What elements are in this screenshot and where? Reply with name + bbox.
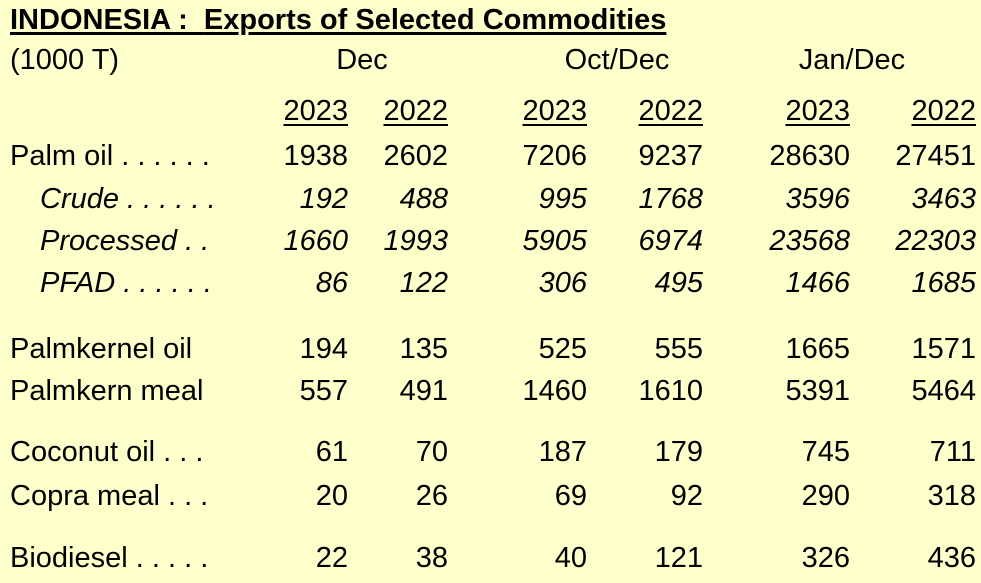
row-label: Coconut oil . . . [10,436,204,468]
cell-value: 61 [315,436,348,468]
row-label: Crude . . . . . . [40,183,216,215]
row-label: Copra meal . . . [10,480,209,512]
row-label: Palmkern meal [10,375,204,407]
cell-value: 179 [654,436,703,468]
cell-value: 22 [315,542,348,574]
cell-value: 194 [299,333,348,365]
cell-value: 187 [538,436,587,468]
table-row-palmkern-meal: Palmkern meal 557 491 1460 1610 5391 546… [0,371,981,411]
cell-value: 28630 [769,140,850,172]
row-label: Palmkernel oil [10,333,193,365]
cell-value: 1768 [638,183,703,215]
cell-value: 326 [801,542,850,574]
year-header-jandec-2023: 2023 [785,95,850,127]
cell-value: 1660 [283,225,348,257]
period-header-oct-dec: Oct/Dec [564,44,670,76]
cell-value: 495 [654,267,703,299]
period-header-dec: Dec [336,44,388,76]
year-header-octdec-2023: 2023 [522,95,587,127]
cell-value: 491 [399,375,448,407]
cell-value: 745 [801,436,850,468]
cell-value: 555 [654,333,703,365]
cell-value: 9237 [638,140,703,172]
cell-value: 70 [415,436,448,468]
title-separator: : [170,4,204,36]
cell-value: 38 [415,542,448,574]
year-header-octdec-2022: 2022 [638,95,703,127]
table-row-palm-oil: Palm oil . . . . . . 1938 2602 7206 9237… [0,136,981,176]
title-subject: Exports of Selected Commodities [203,4,667,36]
cell-value: 488 [399,183,448,215]
cell-value: 5905 [522,225,587,257]
cell-value: 6974 [638,225,703,257]
cell-value: 525 [538,333,587,365]
table-row-processed: Processed . . 1660 1993 5905 6974 23568 … [0,221,981,261]
cell-value: 69 [554,480,587,512]
year-header-dec-2022: 2022 [383,95,448,127]
cell-value: 1665 [785,333,850,365]
cell-value: 1610 [638,375,703,407]
cell-value: 1993 [383,225,448,257]
table-row-coconut-oil: Coconut oil . . . 61 70 187 179 745 711 [0,432,981,472]
cell-value: 1460 [522,375,587,407]
cell-value: 26 [415,480,448,512]
unit-label: (1000 T) [10,44,120,76]
table-row-palmkernel-oil: Palmkernel oil 194 135 525 555 1665 1571 [0,329,981,369]
cell-value: 7206 [522,140,587,172]
cell-value: 121 [654,542,703,574]
cell-value: 135 [399,333,448,365]
cell-value: 5391 [785,375,850,407]
cell-value: 27451 [895,140,976,172]
page-title: INDONESIA : Exports of Selected Commodit… [10,3,666,37]
cell-value: 1938 [283,140,348,172]
cell-value: 3463 [911,183,976,215]
cell-value: 20 [315,480,348,512]
cell-value: 192 [299,183,348,215]
cell-value: 557 [299,375,348,407]
cell-value: 86 [315,267,348,299]
cell-value: 1685 [911,267,976,299]
period-header-jan-dec: Jan/Dec [798,44,906,76]
cell-value: 306 [538,267,587,299]
cell-value: 318 [927,480,976,512]
table-row-copra-meal: Copra meal . . . 20 26 69 92 290 318 [0,476,981,516]
cell-value: 1571 [911,333,976,365]
cell-value: 22303 [895,225,976,257]
cell-value: 995 [538,183,587,215]
table-row-pfad: PFAD . . . . . . 86 122 306 495 1466 168… [0,263,981,303]
title-country: INDONESIA [10,4,171,36]
table-row-crude: Crude . . . . . . 192 488 995 1768 3596 … [0,179,981,219]
row-label: Processed . . [40,225,210,257]
cell-value: 436 [927,542,976,574]
cell-value: 23568 [769,225,850,257]
cell-value: 1466 [785,267,850,299]
cell-value: 711 [929,436,976,468]
year-header-dec-2023: 2023 [283,95,348,127]
cell-value: 5464 [911,375,976,407]
year-header-jandec-2022: 2022 [911,95,976,127]
cell-value: 92 [670,480,703,512]
cell-value: 2602 [383,140,448,172]
cell-value: 40 [554,542,587,574]
row-label: Palm oil . . . . . . [10,140,210,172]
cell-value: 290 [801,480,850,512]
table-row-biodiesel: Biodiesel . . . . . 22 38 40 121 326 436 [0,538,981,578]
cell-value: 122 [399,267,448,299]
title-underlined-text: INDONESIA : Exports of Selected Commodit… [10,4,666,36]
cell-value: 3596 [785,183,850,215]
row-label: Biodiesel . . . . . [10,542,209,574]
row-label: PFAD . . . . . . [40,267,212,299]
